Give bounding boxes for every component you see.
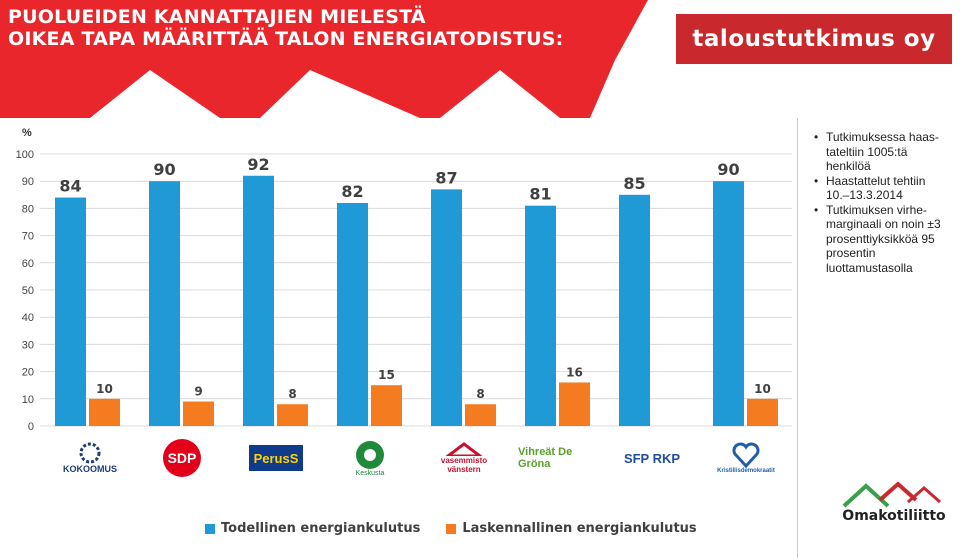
data-label: 84: [59, 177, 81, 196]
kristillisdemokraatit-logo: Kristillisdemokraatit: [708, 436, 784, 480]
omakotiliitto-text: Omakotiliitto: [842, 508, 946, 524]
bar-todellinen: [619, 194, 650, 426]
y-tick-label: 70: [22, 231, 34, 243]
bar-todellinen: [243, 175, 274, 426]
y-tick-label: 90: [22, 176, 34, 188]
data-label: 8: [476, 387, 484, 401]
y-axis-label: %: [22, 127, 32, 139]
title-line-2: OIKEA TAPA MÄÄRITTÄÄ TALON ENERGIATODIST…: [8, 28, 564, 50]
data-label: 10: [754, 382, 771, 396]
legend-swatch-blue: [205, 523, 215, 534]
legend-label: Todellinen energiankulutus: [221, 521, 421, 536]
sfp-rkp-logo: SFP RKP: [623, 450, 681, 466]
data-label: 82: [341, 182, 363, 201]
note-item: Tutkimuksessa haas-tateltiin 1005:tä hen…: [812, 130, 952, 174]
data-label: 87: [435, 168, 457, 187]
header-banner: [0, 0, 648, 118]
kokoomus-logo: KOKOOMUS: [52, 436, 128, 480]
data-label: 90: [153, 160, 175, 179]
bar-todellinen: [149, 181, 180, 426]
clover-icon: [356, 440, 384, 469]
bar-laskennallinen: [277, 404, 308, 426]
bar-todellinen: [713, 181, 744, 426]
data-label: 10: [96, 382, 113, 396]
perussuomalaiset-logo: PerusS: [238, 436, 314, 480]
perus-badge: PerusS: [249, 445, 303, 471]
y-tick-label: 100: [16, 149, 34, 161]
roof-silhouette: [0, 60, 615, 118]
party-logos: KOKOOMUS SDP PerusS Keskusta vasemmisto …: [40, 436, 800, 482]
data-label: 81: [529, 185, 551, 204]
chart-legend: Todellinen energiankulutus Laskennalline…: [205, 521, 697, 536]
sdp-logo: SDP: [144, 436, 220, 480]
data-label: 16: [566, 365, 583, 379]
data-label: 90: [717, 160, 739, 179]
y-tick-label: 10: [22, 394, 34, 406]
houses-icon: [842, 481, 941, 508]
notes-list: Tutkimuksessa haas-tateltiin 1005:tä hen…: [812, 130, 952, 275]
bar-laskennallinen: [89, 398, 120, 426]
bar-laskennallinen: [371, 385, 402, 426]
y-tick-label: 0: [28, 421, 34, 433]
heart-icon: [732, 442, 760, 468]
banner-shape: [0, 0, 648, 60]
vasemmisto-logo: vasemmisto vänstern: [426, 436, 502, 480]
bar-laskennallinen: [747, 398, 778, 426]
bar-todellinen: [525, 205, 556, 426]
stripes-icon: [445, 442, 483, 456]
data-label: 9: [194, 385, 202, 399]
vihreat-logo: Vihreät De Gröna: [518, 446, 573, 470]
data-label: 8: [288, 387, 296, 401]
legend-label: Laskennallinen energiankulutus: [462, 521, 697, 536]
y-tick-label: 20: [22, 367, 34, 379]
y-tick-label: 60: [22, 258, 34, 270]
bar-laskennallinen: [559, 382, 590, 426]
y-tick-label: 80: [22, 203, 34, 215]
kokoomus-flower-icon: [79, 442, 101, 464]
legend-item-laskennallinen: Laskennallinen energiankulutus: [446, 521, 697, 536]
bar-todellinen: [55, 197, 86, 426]
legend-swatch-orange: [446, 523, 457, 534]
sdp-badge: SDP: [163, 439, 201, 477]
omakotiliitto-logo: Omakotiliitto: [836, 478, 952, 534]
legend-item-todellinen: Todellinen energiankulutus: [205, 521, 420, 536]
page-title: PUOLUEIDEN KANNATTAJIEN MIELESTÄ OIKEA T…: [8, 6, 628, 50]
brand-logo: taloustutkimus oy: [676, 14, 952, 64]
note-item: Haastattelut tehtiin 10.–13.3.2014: [812, 174, 952, 203]
y-tick-label: 30: [22, 339, 34, 351]
note-item: Tutkimuksen virhe-marginaali on noin ±3 …: [812, 203, 952, 276]
bar-chart: % 0 10 20 30 40 50 60 70 80 90 100 84 90 92 82 87 81 85 90 1…: [16, 127, 792, 433]
vertical-divider: [797, 118, 798, 558]
y-tick-label: 40: [22, 312, 34, 324]
keskusta-logo: Keskusta: [332, 436, 408, 480]
bar-todellinen: [337, 202, 368, 426]
data-label: 92: [247, 155, 269, 174]
data-label: 85: [623, 174, 645, 193]
bar-todellinen: [431, 189, 462, 426]
bar-laskennallinen: [465, 404, 496, 426]
y-tick-label: 50: [22, 285, 34, 297]
bar-laskennallinen: [183, 401, 214, 426]
title-line-1: PUOLUEIDEN KANNATTAJIEN MIELESTÄ: [8, 6, 426, 28]
data-label: 15: [378, 368, 395, 382]
